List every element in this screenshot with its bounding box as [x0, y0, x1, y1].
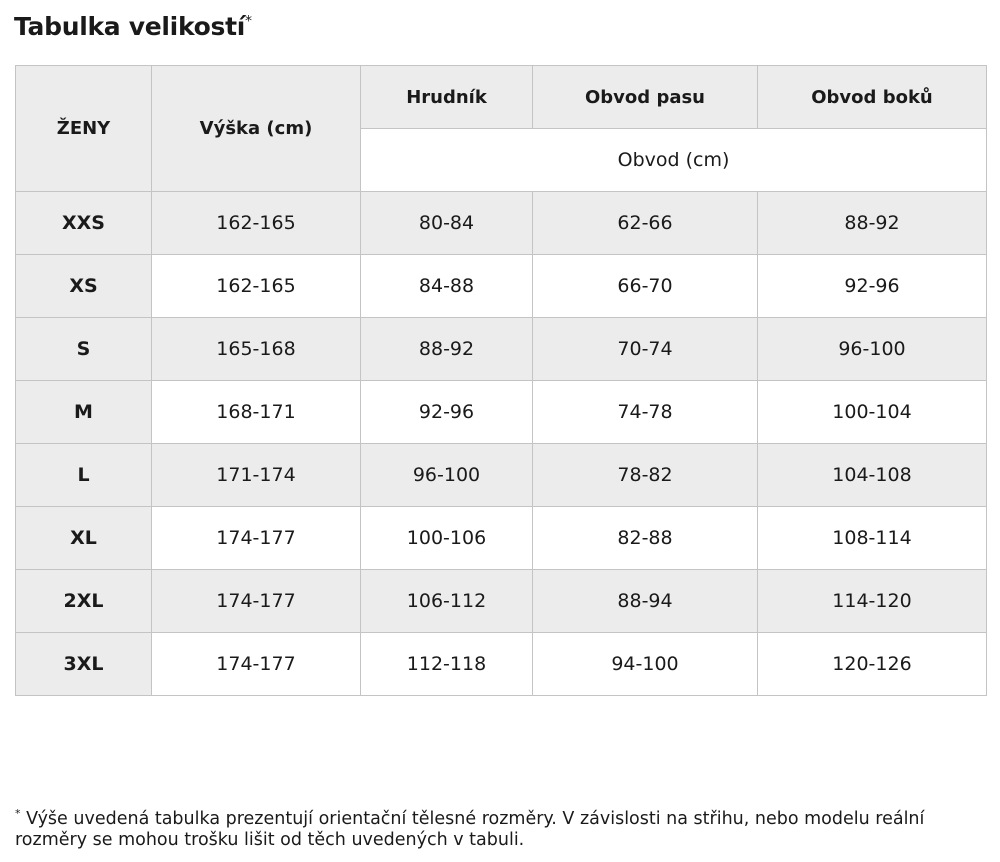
header-cell: Obvod pasu — [532, 65, 758, 129]
header-cell: Obvod boků — [757, 65, 987, 129]
size-label: XL — [15, 506, 152, 570]
title: Tabulka velikostí* — [14, 12, 252, 41]
table-row: 3XL 174-177 112-118 94-100 120-126 — [15, 632, 987, 696]
table-row: XL 174-177 100-106 82-88 108-114 — [15, 506, 987, 570]
table-cell: 74-78 — [532, 380, 758, 444]
table-cell: 70-74 — [532, 317, 758, 381]
size-label: 2XL — [15, 569, 152, 633]
table-cell: 94-100 — [532, 632, 758, 696]
table-row: 2XL 174-177 106-112 88-94 114-120 — [15, 569, 987, 633]
table-cell: 171-174 — [151, 443, 361, 507]
table-row: M 168-171 92-96 74-78 100-104 — [15, 380, 987, 444]
table-cell: 80-84 — [360, 191, 533, 255]
table-cell: 96-100 — [757, 317, 987, 381]
header-cell: ŽENY — [15, 65, 152, 192]
table-row: XXS 162-165 80-84 62-66 88-92 — [15, 191, 987, 255]
table-cell: 120-126 — [757, 632, 987, 696]
table-cell: 66-70 — [532, 254, 758, 318]
table-cell: 165-168 — [151, 317, 361, 381]
table-cell: 84-88 — [360, 254, 533, 318]
title-mark: * — [244, 13, 252, 30]
footnote-text: Výše uvedená tabulka prezentují orientač… — [15, 808, 925, 850]
table-cell: 174-177 — [151, 632, 361, 696]
table-cell: 174-177 — [151, 569, 361, 633]
table-cell: 174-177 — [151, 506, 361, 570]
table-cell: 88-92 — [360, 317, 533, 381]
table-cell: 106-112 — [360, 569, 533, 633]
table-cell: 162-165 — [151, 254, 361, 318]
table-cell: 78-82 — [532, 443, 758, 507]
title-text: Tabulka velikostí — [14, 12, 245, 41]
size-label: 3XL — [15, 632, 152, 696]
size-label: L — [15, 443, 152, 507]
table-cell: 82-88 — [532, 506, 758, 570]
footnote: * Výše uvedená tabulka prezentují orient… — [15, 803, 975, 851]
table-row: S 165-168 88-92 70-74 96-100 — [15, 317, 987, 381]
table-cell: 88-94 — [532, 569, 758, 633]
size-label: S — [15, 317, 152, 381]
table-cell: 104-108 — [757, 443, 987, 507]
table-cell: 96-100 — [360, 443, 533, 507]
unit-cell: Obvod (cm) — [360, 128, 987, 192]
table-cell: 108-114 — [757, 506, 987, 570]
size-label: XS — [15, 254, 152, 318]
table-cell: 62-66 — [532, 191, 758, 255]
header-cell: Výška (cm) — [151, 65, 361, 192]
table-row: L 171-174 96-100 78-82 104-108 — [15, 443, 987, 507]
footnote-mark: * — [15, 807, 21, 820]
table-cell: 162-165 — [151, 191, 361, 255]
table-cell: 100-106 — [360, 506, 533, 570]
table-cell: 92-96 — [757, 254, 987, 318]
table-cell: 168-171 — [151, 380, 361, 444]
header-cell: Hrudník — [360, 65, 533, 129]
size-table: ŽENY Výška (cm) Hrudník Obvod pasu Obvod… — [15, 65, 987, 696]
size-label: XXS — [15, 191, 152, 255]
size-label: M — [15, 380, 152, 444]
table-cell: 88-92 — [757, 191, 987, 255]
table-cell: 114-120 — [757, 569, 987, 633]
table-row: XS 162-165 84-88 66-70 92-96 — [15, 254, 987, 318]
table-cell: 92-96 — [360, 380, 533, 444]
table-cell: 100-104 — [757, 380, 987, 444]
table-cell: 112-118 — [360, 632, 533, 696]
